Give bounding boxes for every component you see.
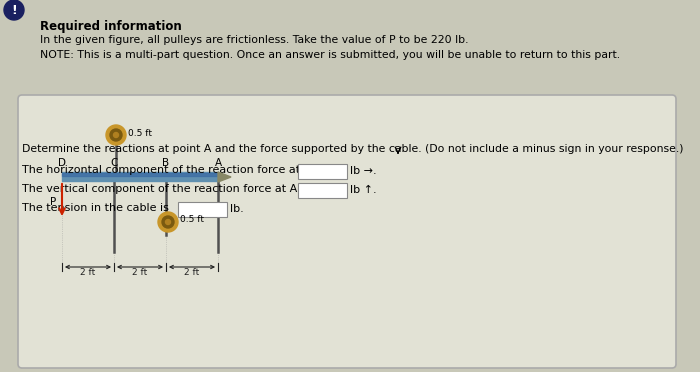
Circle shape [113,132,118,138]
Text: A: A [214,158,222,168]
Text: D: D [58,158,66,168]
Text: 0.5 ft: 0.5 ft [128,128,152,138]
Text: lb →.: lb →. [350,166,377,176]
Text: The tension in the cable is: The tension in the cable is [22,203,169,213]
Circle shape [106,125,126,145]
FancyBboxPatch shape [298,164,346,179]
FancyBboxPatch shape [298,183,346,198]
Text: 2 ft: 2 ft [132,268,148,277]
Text: C: C [111,158,118,168]
Text: !: ! [11,3,17,16]
Bar [62,173,218,176]
Circle shape [165,219,171,224]
Text: Determine the reactions at point A and the force supported by the cable. (Do not: Determine the reactions at point A and t… [22,144,683,154]
FancyBboxPatch shape [18,95,676,368]
Circle shape [158,212,178,232]
Text: The vertical component of the reaction force at A is: The vertical component of the reaction f… [22,184,309,194]
Text: NOTE: This is a multi-part question. Once an answer is submitted, you will be un: NOTE: This is a multi-part question. Onc… [40,50,620,60]
Text: 0.5 ft: 0.5 ft [180,215,204,224]
Circle shape [4,0,24,20]
Text: In the given figure, all pulleys are frictionless. Take the value of P to be 220: In the given figure, all pulleys are fri… [40,35,468,45]
Text: lb ↑.: lb ↑. [350,185,377,195]
Text: Required information: Required information [40,20,182,33]
Polygon shape [218,172,231,182]
FancyBboxPatch shape [178,202,227,217]
Text: lb.: lb. [230,204,244,214]
Circle shape [110,129,122,141]
Text: 2 ft: 2 ft [80,268,96,277]
Text: The horizontal component of the reaction force at A is: The horizontal component of the reaction… [22,165,323,175]
Bar [62,172,218,181]
Circle shape [162,216,174,228]
Text: 2 ft: 2 ft [184,268,199,277]
Text: B: B [162,158,169,168]
Text: P: P [50,197,56,207]
